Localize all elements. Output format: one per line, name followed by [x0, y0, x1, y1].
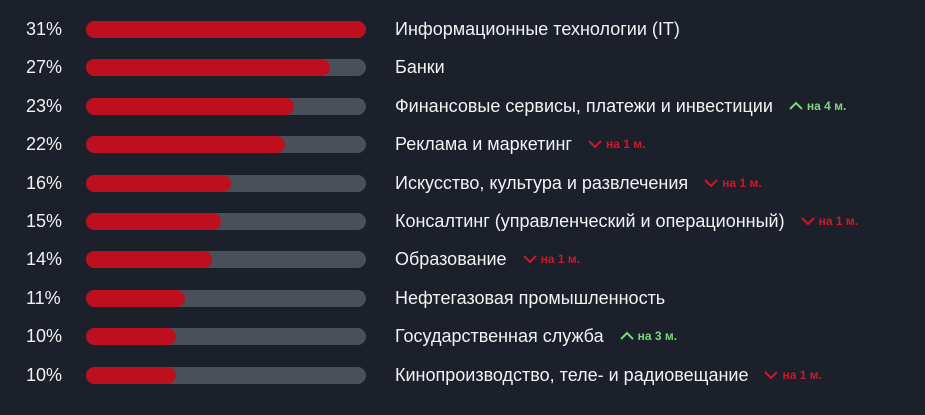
- category-text: Реклама и маркетинг: [395, 134, 572, 155]
- rank-change-text: на 1 м.: [605, 137, 646, 152]
- category-label: Банки: [395, 48, 445, 86]
- chevron-down-icon: [800, 217, 815, 226]
- value-label: 10%: [26, 364, 63, 385]
- bar-track: [86, 289, 366, 307]
- chevron-down-icon: [764, 370, 779, 380]
- value-label: 10%: [26, 326, 63, 347]
- chart-row: 14% Образование на 1 м.: [0, 240, 925, 278]
- rank-change-down: на 1 м.: [588, 125, 645, 163]
- chart-row: 16% Искусство, культура и развлечения на 1…: [0, 164, 925, 202]
- category-label: Государственная служба на 3 м.: [395, 317, 677, 355]
- chart-row: 10% Кинопроизводство, теле- и радиовещани…: [0, 356, 925, 394]
- bar: [86, 174, 231, 192]
- bar: [86, 251, 213, 269]
- category-label: Реклама и маркетинг на 1 м.: [395, 125, 645, 163]
- rank-change-text: на 1 м.: [782, 367, 822, 382]
- bar-track: [86, 21, 366, 38]
- bar-track: [86, 59, 366, 77]
- chart-row: 10% Государственная служба на 3 м.: [0, 317, 925, 355]
- category-label: Нефтегазовая промышленность: [395, 279, 665, 317]
- bar: [86, 213, 222, 230]
- bar: [86, 59, 330, 77]
- bar-track: [86, 328, 366, 346]
- bar: [86, 328, 177, 346]
- bar: [86, 136, 285, 154]
- category-text: Информационные технологии (IT): [395, 19, 680, 39]
- rank-change-up: на 4 м.: [789, 87, 846, 125]
- category-label: Образование на 1 м.: [395, 240, 580, 278]
- chevron-down-icon: [704, 178, 718, 188]
- rank-change-text: на 1 м.: [540, 252, 581, 267]
- rank-change-up: на 3 м.: [619, 317, 678, 355]
- value-label: 31%: [26, 19, 63, 39]
- category-text: Нефтегазовая промышленность: [395, 287, 666, 308]
- category-text: Образование: [395, 249, 507, 270]
- category-label: Кинопроизводство, теле- и радиовещание на…: [395, 356, 822, 394]
- value-label: 23%: [26, 95, 63, 116]
- category-label: Информационные технологии (IT): [395, 10, 680, 48]
- rank-change-text: на 1 м.: [722, 175, 762, 190]
- rank-change-text: на 4 м.: [806, 98, 847, 113]
- chevron-up-icon: [619, 331, 634, 340]
- bar: [86, 289, 186, 307]
- category-label: Финансовые сервисы, платежи и инвестиции…: [395, 87, 846, 125]
- category-text: Банки: [395, 57, 445, 78]
- category-text: Финансовые сервисы, платежи и инвестиции: [395, 95, 773, 116]
- rank-change-down: на 1 м.: [800, 202, 859, 240]
- category-label: Консалтинг (управленческий и операционны…: [395, 202, 858, 240]
- rank-change-down: на 1 м.: [522, 240, 581, 278]
- bar-track: [86, 366, 366, 384]
- bar-track: [86, 251, 366, 269]
- category-text: Искусство, культура и развлечения: [395, 172, 689, 193]
- rank-change-down: на 1 м.: [704, 164, 762, 202]
- value-label: 16%: [26, 172, 63, 193]
- rank-change-down: на 1 м.: [764, 356, 822, 394]
- category-text: Государственная служба: [395, 326, 604, 347]
- bar: [86, 21, 366, 38]
- value-label: 22%: [26, 134, 63, 155]
- chart-row: 23% Финансовые сервисы, платежи и инвести…: [0, 87, 925, 125]
- chevron-down-icon: [522, 255, 537, 264]
- value-label: 14%: [26, 249, 63, 270]
- chevron-up-icon: [789, 101, 803, 110]
- bar-track: [86, 136, 366, 154]
- chart-row: 22% Реклама и маркетинг на 1 м.: [0, 125, 925, 163]
- rank-change-text: на 3 м.: [637, 329, 678, 344]
- bar: [86, 366, 177, 384]
- bar: [86, 97, 294, 115]
- value-label: 27%: [26, 57, 63, 78]
- chart-row: 27% Банки: [0, 48, 925, 86]
- bar-track: [86, 97, 366, 115]
- value-label: 15%: [26, 211, 63, 231]
- category-text: Кинопроизводство, теле- и радиовещание: [395, 364, 749, 385]
- chart-row: 31% Информационные технологии (IT): [0, 10, 925, 48]
- rank-change-text: на 1 м.: [818, 214, 859, 228]
- bar-track: [86, 174, 366, 192]
- bar-track: [86, 213, 366, 230]
- chart-row: 11% Нефтегазовая промышленность: [0, 279, 925, 317]
- value-label: 11%: [26, 287, 61, 308]
- category-text: Консалтинг (управленческий и операционны…: [395, 211, 785, 231]
- chart-row: 15% Консалтинг (управленческий и операцио…: [0, 202, 925, 240]
- chevron-down-icon: [588, 140, 602, 149]
- category-label: Искусство, культура и развлечения на 1 м.: [395, 164, 762, 202]
